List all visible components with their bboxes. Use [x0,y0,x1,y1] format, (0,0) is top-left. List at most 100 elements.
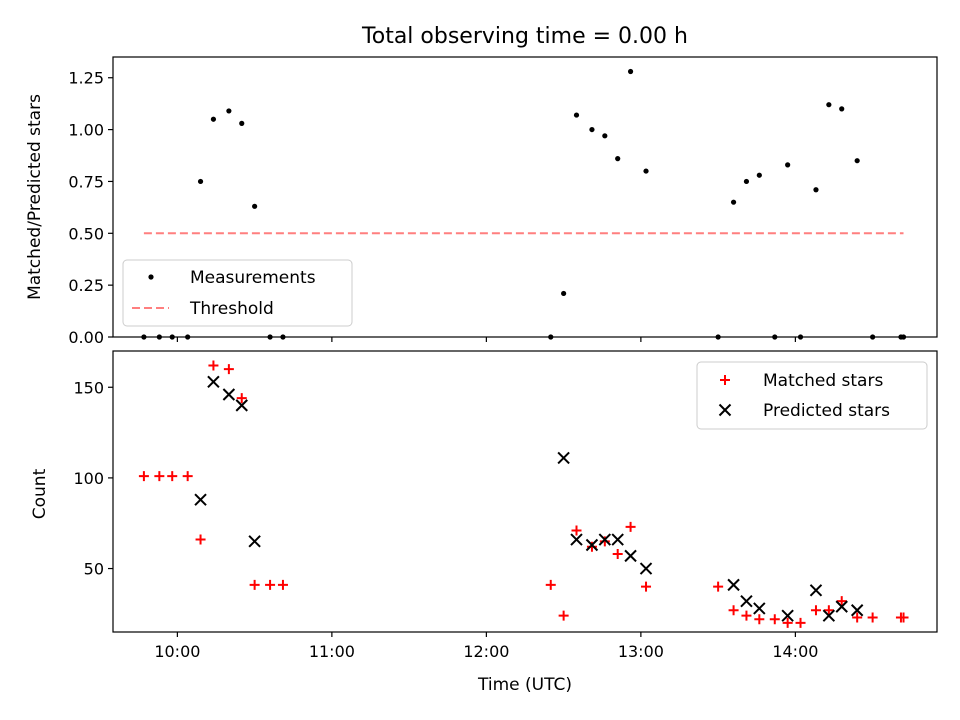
x-tick-label: 14:00 [772,642,818,661]
measurements-point [839,106,845,112]
measurements-point [280,334,286,340]
matched-stars-point [612,549,623,560]
x-tick-label: 10:00 [154,642,200,661]
y-tick-label: 150 [73,378,104,397]
matched-stars-point [195,534,206,545]
x-tick-label: 11:00 [309,642,355,661]
matched-stars-point [236,393,247,404]
predicted-stars-point [639,562,653,575]
matched-stars-point [836,596,847,607]
matched-stars-point [713,581,724,592]
predicted-stars-point [585,538,599,552]
x-tick-label: 13:00 [618,642,664,661]
measurements-point [785,162,791,168]
measurements-point [197,178,204,185]
matched-stars-point [754,614,765,625]
measurements-point [627,68,634,75]
top-panel-ylabel: Matched/Predicted stars [25,94,45,300]
predicted-stars-legend-swatch [718,403,732,417]
matched-stars-point [167,471,178,482]
axes-frame [112,56,938,338]
measurements-legend-label: Measurements [190,268,316,288]
matched-stars-point [586,541,597,552]
measurements-point [141,334,147,340]
predicted-stars-legend-label: Predicted stars [763,401,890,421]
predicted-stars-point [835,600,848,613]
measurements-point [813,187,819,193]
y-tick-label: 0.50 [68,224,104,243]
measurements-point [730,199,737,205]
y-tick-label: 50 [84,560,104,579]
predicted-stars-point [222,388,236,401]
measurements-point [561,290,567,297]
top-panel-title: Total observing time = 0.00 h [361,24,688,49]
predicted-stars-point [781,609,794,622]
predicted-stars-point [753,602,766,615]
matched-stars-point [599,536,610,547]
predicted-stars-point [570,533,583,546]
matched-stars-point [898,612,909,623]
y-tick-label: 1.00 [68,121,104,140]
threshold-legend-label: Threshold [189,299,274,319]
measurements-point [900,334,907,340]
top-panel: Total observing time = 0.00 h Matched/Pr… [25,24,938,347]
measurements-legend-swatch [148,274,154,280]
matched-stars-point [852,612,863,623]
matched-stars-point [277,579,288,590]
measurements-point [854,158,860,164]
measurements-point [252,203,258,209]
matched-stars-point [208,360,219,371]
predicted-stars-point [611,533,624,546]
bottom-panel-ylabel: Count [30,468,50,519]
measurements-point [169,334,175,340]
measurements-point [210,116,217,122]
plot-area [141,68,907,340]
measurements-point [185,334,191,340]
predicted-stars-point [207,375,220,389]
predicted-stars-point [822,609,836,622]
matched-stars-point [138,471,149,482]
measurements-point [772,334,778,340]
matched-stars-point [823,605,834,616]
measurements-point [615,156,621,162]
y-tick-label: 0.00 [68,328,104,347]
measurements-point [797,334,804,340]
matched-stars-point [867,612,878,623]
measurements-point [643,168,649,174]
plot-area [138,360,909,628]
measurements-point [756,172,762,178]
matched-stars-point [558,610,569,621]
matched-stars-point [641,581,652,592]
measurements-point [602,133,608,139]
legend-box [696,361,928,430]
measurements-point [589,126,595,133]
legend: Matched stars Predicted stars [696,361,928,430]
matched-stars-point [265,579,276,590]
predicted-stars-point [809,584,823,597]
matched-stars-point [782,617,793,628]
measurements-point [226,108,232,114]
matched-stars-point [728,605,739,616]
measurements-point [156,334,162,340]
measurements-point [826,102,832,108]
matched-stars-point [769,614,780,625]
predicted-stars-point [850,604,864,617]
measurements-point [267,334,273,340]
measurements-point [870,334,876,340]
predicted-stars-point [194,493,207,506]
bottom-panel: Count Time (UTC) 10:00 11:00 12:00 13:00 14:… [30,350,938,695]
predicted-stars-point [235,399,248,412]
y-tick-label: 100 [73,469,104,488]
matched-stars-point [545,579,556,590]
matched-stars-point [810,605,821,616]
matched-stars-point [571,525,582,536]
predicted-stars-point [598,533,612,546]
predicted-stars-point [740,594,753,608]
axes-frame [112,350,938,633]
y-tick-label: 0.25 [68,276,104,295]
predicted-stars-point [557,451,570,465]
matched-stars-point [795,617,806,628]
measurements-point [743,178,750,185]
measurements-point [239,120,245,126]
